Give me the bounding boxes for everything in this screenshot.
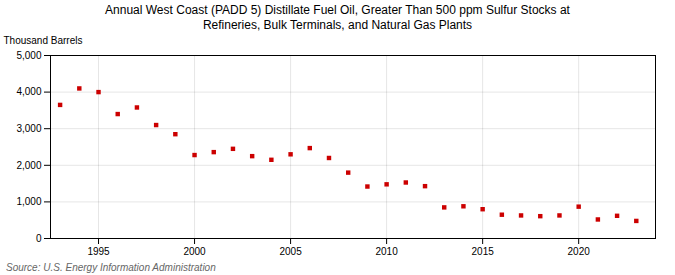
svg-text:2005: 2005 (279, 246, 302, 257)
svg-text:2,000: 2,000 (16, 160, 41, 171)
html-text:Source: U.S. Energy Informatio: Source: U.S. Energy Information Administ… (6, 262, 216, 273)
svg-text:1995: 1995 (87, 246, 110, 257)
svg-text:2000: 2000 (183, 246, 206, 257)
svg-text:5,000: 5,000 (16, 50, 41, 61)
svg-text:2010: 2010 (375, 246, 398, 257)
svg-text:2015: 2015 (472, 246, 495, 257)
svg-text:1,000: 1,000 (16, 196, 41, 207)
svg-text:2020: 2020 (568, 246, 591, 257)
svg-text:Thousand Barrels: Thousand Barrels (4, 35, 83, 46)
svg-text:3,000: 3,000 (16, 123, 41, 134)
svg-text:0: 0 (36, 233, 42, 244)
svg-text:4,000: 4,000 (16, 86, 41, 97)
html-text:Annual West Coast (PADD 5) Dis: Annual West Coast (PADD 5) Distillate Fu… (105, 3, 570, 32)
